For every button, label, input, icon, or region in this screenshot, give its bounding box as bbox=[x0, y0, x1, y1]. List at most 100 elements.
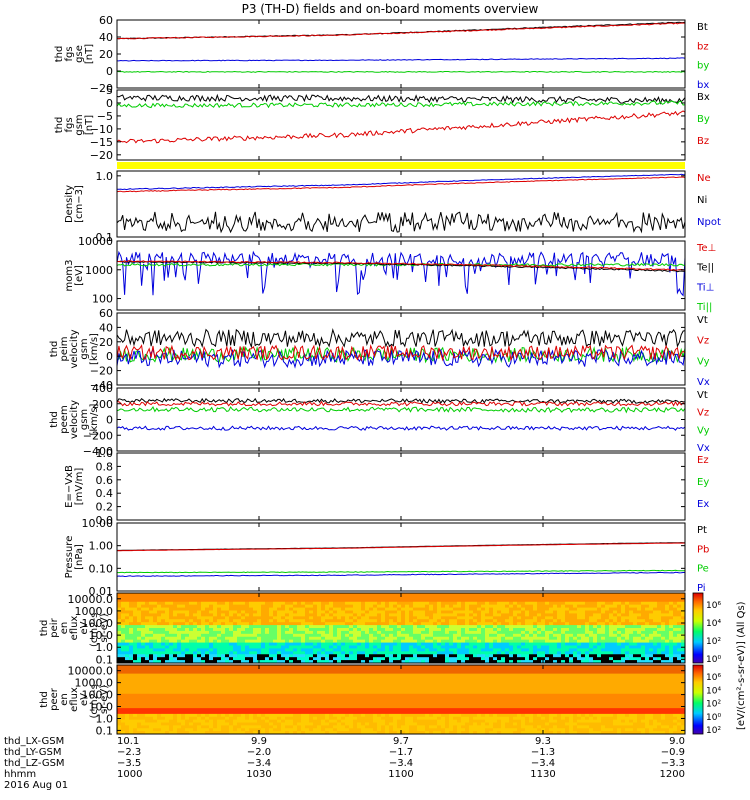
ytick-p10: 10000.0 bbox=[68, 665, 114, 678]
legend-p1-2: by bbox=[697, 61, 709, 72]
ytick-p10: 0.1 bbox=[96, 724, 114, 737]
xrow-value: 9.9 bbox=[251, 736, 267, 747]
panel-p1: 60 40 20 0 −20 thdfgsgse[nT] Bt bz by bx bbox=[54, 14, 709, 95]
colorbar-tick: 10⁰ bbox=[706, 713, 721, 723]
frame-p2 bbox=[116, 89, 686, 161]
xrow-value: −1.7 bbox=[389, 747, 413, 758]
ytick-p6: −400 bbox=[83, 445, 113, 458]
ytick-p6: 200 bbox=[92, 398, 113, 411]
legend-p3-0: Ne bbox=[697, 173, 711, 184]
ytick-p2: 0 bbox=[106, 97, 113, 110]
ylabel-p7: E=−VxB[mV/m] bbox=[64, 465, 85, 508]
colorbar-tick: 10⁰ bbox=[706, 655, 721, 665]
xrow-value: −3.4 bbox=[389, 758, 413, 769]
xrow-value: −0.9 bbox=[661, 747, 685, 758]
series-p2-1 bbox=[117, 100, 685, 109]
legend-p4-3: Ti|| bbox=[696, 302, 712, 313]
series-p4-1 bbox=[117, 262, 685, 267]
xrow-value: −3.5 bbox=[117, 758, 141, 769]
ytick-p6: 400 bbox=[92, 382, 113, 395]
series-p8-2 bbox=[117, 569, 685, 574]
xrow-value: 1000 bbox=[117, 769, 142, 780]
panel-p3: 1.0 0.1 Density[cm−3] Ne Ni Npot bbox=[64, 170, 721, 244]
xrow-value: 1030 bbox=[246, 769, 271, 780]
xrow-label-1: thd_LY-GSM bbox=[4, 747, 61, 758]
ytick-p10: 1000.0 bbox=[75, 677, 114, 690]
colorbar-1 bbox=[692, 664, 704, 735]
legend-p2-1: By bbox=[697, 114, 710, 125]
series-p2-0 bbox=[117, 93, 685, 105]
series-p1-0 bbox=[117, 21, 685, 40]
ytick-p2: −20 bbox=[90, 149, 113, 162]
legend-p6-2: Vy bbox=[697, 425, 710, 436]
xrow-value: 9.7 bbox=[393, 736, 409, 747]
xrow-value: −2.3 bbox=[117, 747, 141, 758]
legend-p2-0: Bx bbox=[697, 92, 710, 103]
panel-p6: 400 200 0 −200 −400 thdpeemvelocitygsm[km/s] V… bbox=[49, 382, 710, 458]
ytick-p7: 0.4 bbox=[96, 487, 114, 500]
xrow-value: 1100 bbox=[388, 769, 413, 780]
series-p6-1 bbox=[117, 400, 685, 407]
figure-title: P3 (TH-D) fields and on-board moments ov… bbox=[242, 2, 539, 16]
series-p6-0 bbox=[117, 397, 685, 404]
ytick-p9: 1000.0 bbox=[75, 605, 114, 618]
ytick-p10: 1.0 bbox=[96, 712, 114, 725]
series-p3-1 bbox=[117, 176, 685, 193]
colorbar-tick: 10⁶ bbox=[706, 601, 721, 611]
legend-p6-0: Vt bbox=[697, 390, 708, 401]
series-p1-3 bbox=[117, 70, 685, 73]
ylabel-p3: Density[cm−3] bbox=[64, 185, 85, 223]
legend-p6-1: Vz bbox=[697, 408, 709, 419]
series-p8-3 bbox=[117, 571, 685, 578]
frame-p1 bbox=[116, 19, 686, 89]
legend-p8-2: Pe bbox=[697, 564, 709, 575]
ytick-p5: 0 bbox=[106, 350, 113, 363]
ytick-p2: 5 bbox=[106, 84, 113, 97]
ylabel-p8: Pressure[nPa] bbox=[64, 536, 85, 579]
series-p2-2 bbox=[117, 110, 685, 144]
ylabel-p5: thdpeimvelocitygsm[km/s] bbox=[49, 329, 100, 368]
ytick-p6: −200 bbox=[83, 429, 113, 442]
legend-p2-2: Bz bbox=[697, 136, 709, 147]
ytick-p2: −5 bbox=[97, 110, 113, 123]
xrow-label-3: hhmm bbox=[4, 769, 36, 780]
colorbar-tick: 10² bbox=[706, 637, 721, 647]
ytick-p7: 0.6 bbox=[96, 474, 114, 487]
ytick-p5: −20 bbox=[90, 365, 113, 378]
series-p3-0 bbox=[117, 173, 685, 191]
colorbars: 10⁶ 10⁴ 10² 10⁰ 10⁶ 10⁴ 10² 10⁰ 10² [eV/(cm²-s-sr… bbox=[692, 592, 747, 736]
series-p4-0 bbox=[117, 250, 685, 297]
ylabel-p1: thdfgsgse[nT] bbox=[54, 44, 95, 64]
ytick-p10: 100.0 bbox=[82, 689, 114, 702]
xrow-value: 9.0 bbox=[669, 736, 685, 747]
ytick-p1: 0 bbox=[106, 65, 113, 78]
ytick-p2: −10 bbox=[90, 123, 113, 136]
ytick-p4: 10000 bbox=[78, 235, 113, 248]
ytick-p5: 20 bbox=[99, 336, 113, 349]
series-p5-0 bbox=[117, 327, 685, 349]
ytick-p7: 0.2 bbox=[96, 501, 114, 514]
panel-p7: 1.00.80.60.40.20.0 E=−VxB[mV/m] Ez Ey Ex bbox=[64, 447, 709, 527]
ylabel-p9: thdpeirenefluxeV(cm2-s-sr-eV) bbox=[39, 609, 110, 647]
legend-p8-3: Pi bbox=[697, 583, 706, 594]
colorbar-tick: 10⁶ bbox=[706, 673, 721, 683]
xrow-label-0: thd_LX-GSM bbox=[4, 736, 64, 747]
ylabel-p6: thdpeemvelocitygsm[km/s] bbox=[49, 400, 100, 439]
xrow-value: −3.3 bbox=[661, 758, 685, 769]
colorbar-tick: 10⁴ bbox=[706, 686, 721, 696]
frame-p3 bbox=[116, 170, 686, 238]
panels: 6040200−20thdfgsgse[nT]Btbzbybx50−5−10−1… bbox=[39, 14, 721, 737]
xrow-value: 1200 bbox=[660, 769, 685, 780]
ytick-p6: 0 bbox=[106, 414, 113, 427]
frame-p8 bbox=[116, 522, 686, 592]
legend-p1-3: bx bbox=[697, 80, 709, 91]
ytick-p9: 0.1 bbox=[96, 653, 114, 666]
ytick-p9: 10000.0 bbox=[68, 593, 114, 606]
frame-p5 bbox=[116, 312, 686, 386]
series-p4-3 bbox=[117, 260, 685, 271]
panel-p4: 10000 1000 100 mom3[eV] Te⊥ Te|| Ti⊥ Ti|| bbox=[64, 235, 716, 313]
ytick-p8: 0.10 bbox=[89, 562, 114, 575]
series-p1-2 bbox=[117, 57, 685, 62]
ytick-p1: 40 bbox=[99, 31, 113, 44]
